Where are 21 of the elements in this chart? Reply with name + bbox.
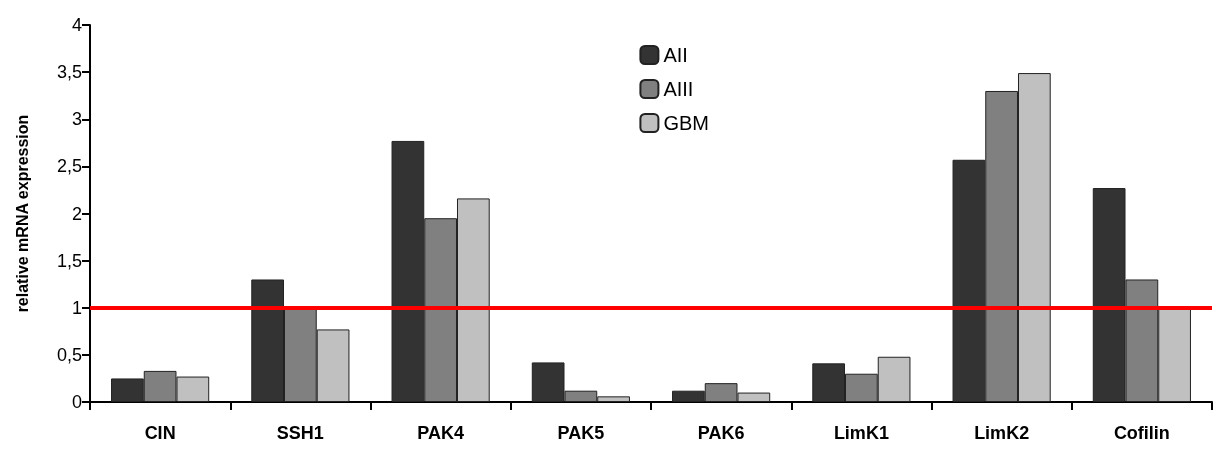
x-tick-label: PAK6 bbox=[697, 423, 745, 443]
x-tick-label: LimK2 bbox=[974, 423, 1030, 443]
y-tick-label: 2 bbox=[71, 203, 82, 224]
y-tick-label: 3,5 bbox=[56, 62, 82, 83]
x-tick-label: LimK1 bbox=[833, 423, 889, 443]
y-tick-label: 2,5 bbox=[56, 156, 82, 177]
x-tick-label: Cofilin bbox=[1113, 423, 1170, 443]
y-tick-label: 0,5 bbox=[56, 344, 82, 365]
legend-label: AIII bbox=[663, 78, 694, 100]
x-tick-label: PAK5 bbox=[557, 423, 605, 443]
x-tick-label: SSH1 bbox=[276, 423, 324, 443]
legend-label: GBM bbox=[663, 112, 709, 134]
y-tick-label: 3 bbox=[71, 109, 82, 130]
y-tick-label: 1 bbox=[71, 297, 82, 318]
legend-label: AII bbox=[663, 44, 688, 66]
x-tick-label: PAK4 bbox=[417, 423, 464, 443]
y-tick-label: 0 bbox=[71, 392, 82, 412]
y-axis-title: relative mRNA expression bbox=[13, 114, 31, 313]
y-tick-label: 1,5 bbox=[56, 250, 82, 271]
y-tick-label: 4 bbox=[71, 15, 82, 35]
x-tick-label: CIN bbox=[144, 423, 176, 443]
